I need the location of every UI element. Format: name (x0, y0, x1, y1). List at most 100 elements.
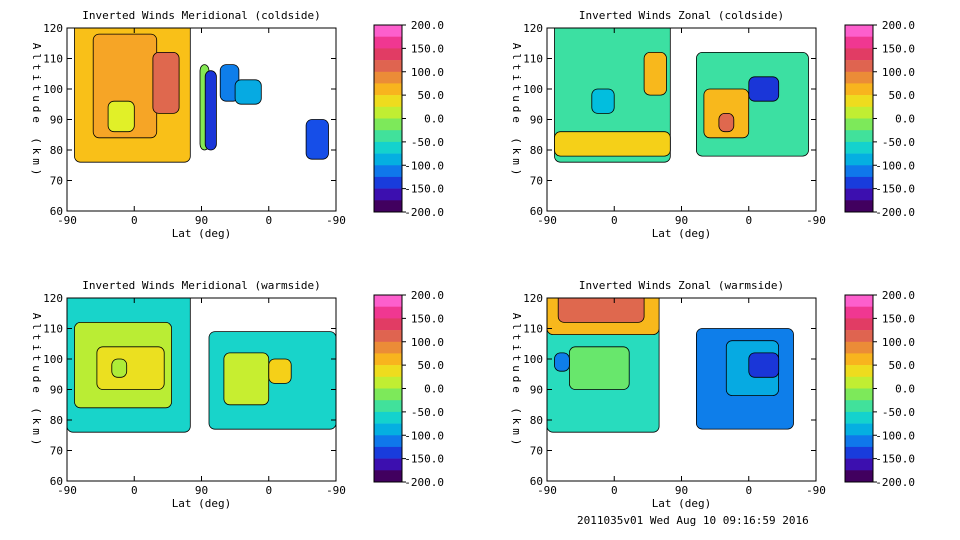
y-axis-label-char: d (510, 376, 523, 383)
y-tick-label: 120 (43, 22, 63, 35)
colorbar-swatch (845, 435, 873, 448)
colorbar: 200.0 150.0 100.0 50.0 0.0 -50.0 -100.0 -150.0 -… (373, 289, 445, 489)
chart-panel-1: Inverted Winds Meridional (coldside) -90 0… (30, 9, 444, 240)
colorbar-tick-label: 50.0 (889, 89, 916, 102)
contour-field (547, 298, 794, 433)
x-tick-label: 0 (131, 484, 138, 497)
contour-region (268, 358, 292, 384)
colorbar-swatch (374, 458, 402, 471)
colorbar-swatch (374, 470, 402, 483)
colorbar-tick-label: 0.0 (424, 383, 444, 396)
x-tick-label: 90 (195, 214, 208, 227)
y-axis-label-char: ( (30, 407, 43, 414)
x-tick-label: 90 (675, 214, 688, 227)
colorbar-tick-label: 100.0 (411, 66, 444, 79)
x-axis-label: Lat (deg) (172, 227, 232, 240)
y-tick-label: 100 (523, 353, 543, 366)
y-axis-label-char: ) (510, 169, 523, 176)
colorbar-swatch (845, 36, 873, 49)
colorbar-swatch (374, 60, 402, 73)
y-tick-label: 100 (43, 83, 63, 96)
colorbar-swatch (374, 376, 402, 389)
colorbar-swatch (845, 400, 873, 413)
y-axis-label-char: m (30, 158, 43, 165)
y-tick-label: 120 (43, 292, 63, 305)
colorbar-swatch (845, 48, 873, 61)
colorbar-swatch (845, 388, 873, 401)
colorbar-swatch (845, 411, 873, 424)
y-tick-label: 60 (50, 475, 63, 488)
chart-panel-2: Inverted Winds Zonal (coldside) -90 0 90 0 -9… (510, 9, 915, 240)
chart-title: Inverted Winds Zonal (warmside) (579, 279, 784, 292)
colorbar-swatch (374, 306, 402, 319)
colorbar-tick-label: -100.0 (404, 159, 444, 172)
x-tick-label: -90 (537, 484, 557, 497)
colorbar-tick-label: 50.0 (889, 359, 916, 372)
colorbar-tick-label: -100.0 (875, 159, 915, 172)
y-axis-label-char: ) (510, 439, 523, 446)
colorbar-swatch (845, 188, 873, 201)
y-axis-label-char: t (30, 355, 43, 362)
colorbar-tick-label: -150.0 (404, 183, 444, 196)
colorbar-tick-label: -200.0 (875, 476, 915, 489)
colorbar-tick-label: -50.0 (882, 136, 915, 149)
colorbar: 200.0 150.0 100.0 50.0 0.0 -50.0 -100.0 -150.0 -… (373, 19, 445, 219)
y-tick-label: 70 (530, 445, 543, 458)
colorbar-swatch (845, 306, 873, 319)
colorbar-swatch (845, 365, 873, 378)
y-axis-label-char: t (510, 355, 523, 362)
colorbar-tick-label: -50.0 (411, 136, 444, 149)
colorbar-tick-label: 50.0 (418, 359, 445, 372)
colorbar-swatch (845, 295, 873, 307)
colorbar-swatch (845, 130, 873, 143)
y-axis-label-char: u (510, 95, 523, 102)
y-tick-label: 60 (530, 205, 543, 218)
colorbar-tick-label: 50.0 (418, 89, 445, 102)
colorbar-swatch (374, 188, 402, 201)
run-footer: 2011035v01 Wed Aug 10 09:16:59 2016 (577, 514, 809, 527)
y-tick-label: 70 (530, 175, 543, 188)
y-axis-label-char: u (30, 365, 43, 372)
y-axis-label-char: A (30, 313, 43, 320)
colorbar-swatch (845, 83, 873, 96)
contour-field (554, 28, 809, 163)
x-axis-label: Lat (deg) (652, 227, 712, 240)
contour-region (748, 76, 780, 102)
colorbar-swatch (845, 95, 873, 108)
chart-title: Inverted Winds Meridional (coldside) (82, 9, 320, 22)
x-axis-label: Lat (deg) (652, 497, 712, 510)
colorbar-tick-label: -200.0 (875, 206, 915, 219)
y-axis-label-char: t (510, 85, 523, 92)
colorbar: 200.0 150.0 100.0 50.0 0.0 -50.0 -100.0 -150.0 -… (844, 289, 916, 489)
y-tick-label: 80 (530, 144, 543, 157)
contour-region (557, 298, 645, 323)
colorbar-tick-label: -150.0 (404, 453, 444, 466)
y-axis-label-char: l (510, 323, 523, 330)
contour-region (234, 79, 262, 105)
y-tick-label: 110 (523, 323, 543, 336)
x-tick-label: 0 (745, 484, 752, 497)
y-axis-label-char: k (30, 148, 43, 155)
y-axis-label-char: l (30, 323, 43, 330)
y-axis-label-char: l (30, 53, 43, 60)
colorbar-swatch (374, 71, 402, 84)
y-axis-label-char: e (30, 386, 43, 393)
y-tick-label: 70 (50, 175, 63, 188)
colorbar-swatch (374, 423, 402, 436)
x-tick-label: 90 (675, 484, 688, 497)
y-tick-label: 90 (530, 114, 543, 127)
colorbar-swatch (845, 458, 873, 471)
colorbar-swatch (374, 176, 402, 189)
colorbar-swatch (845, 200, 873, 213)
contour-region (204, 70, 217, 151)
colorbar-tick-label: -150.0 (875, 183, 915, 196)
colorbar-swatch (845, 446, 873, 459)
y-axis-label-char: ( (510, 407, 523, 414)
colorbar-tick-label: -200.0 (404, 206, 444, 219)
colorbar-swatch (845, 470, 873, 483)
y-axis-label-char: d (30, 106, 43, 113)
y-tick-label: 60 (530, 475, 543, 488)
x-tick-label: -90 (57, 484, 77, 497)
colorbar-swatch (374, 25, 402, 37)
colorbar-tick-label: -50.0 (411, 406, 444, 419)
